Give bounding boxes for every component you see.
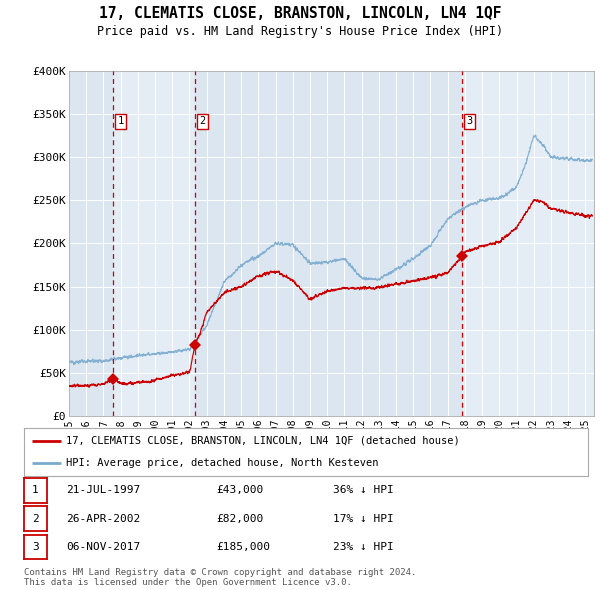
Text: 06-NOV-2017: 06-NOV-2017	[66, 542, 140, 552]
Text: £82,000: £82,000	[216, 514, 263, 523]
Text: 2: 2	[32, 514, 39, 523]
Text: 1: 1	[32, 486, 39, 495]
Bar	[113, 71, 195, 416]
Text: 36% ↓ HPI: 36% ↓ HPI	[333, 486, 394, 495]
Text: 17, CLEMATIS CLOSE, BRANSTON, LINCOLN, LN4 1QF (detached house): 17, CLEMATIS CLOSE, BRANSTON, LINCOLN, L…	[66, 436, 460, 446]
Text: 17% ↓ HPI: 17% ↓ HPI	[333, 514, 394, 523]
Text: Contains HM Land Registry data © Crown copyright and database right 2024.
This d: Contains HM Land Registry data © Crown c…	[24, 568, 416, 587]
Text: 23% ↓ HPI: 23% ↓ HPI	[333, 542, 394, 552]
Text: 17, CLEMATIS CLOSE, BRANSTON, LINCOLN, LN4 1QF: 17, CLEMATIS CLOSE, BRANSTON, LINCOLN, L…	[99, 6, 501, 21]
Text: 21-JUL-1997: 21-JUL-1997	[66, 486, 140, 495]
Text: 3: 3	[32, 542, 39, 552]
Text: 26-APR-2002: 26-APR-2002	[66, 514, 140, 523]
Text: 2: 2	[199, 116, 206, 126]
Bar	[69, 71, 113, 416]
Text: 1: 1	[118, 116, 124, 126]
Text: HPI: Average price, detached house, North Kesteven: HPI: Average price, detached house, Nort…	[66, 458, 379, 468]
Text: Price paid vs. HM Land Registry's House Price Index (HPI): Price paid vs. HM Land Registry's House …	[97, 25, 503, 38]
Bar	[195, 71, 463, 416]
Text: 3: 3	[467, 116, 473, 126]
Text: £185,000: £185,000	[216, 542, 270, 552]
Text: £43,000: £43,000	[216, 486, 263, 495]
Bar	[463, 71, 594, 416]
